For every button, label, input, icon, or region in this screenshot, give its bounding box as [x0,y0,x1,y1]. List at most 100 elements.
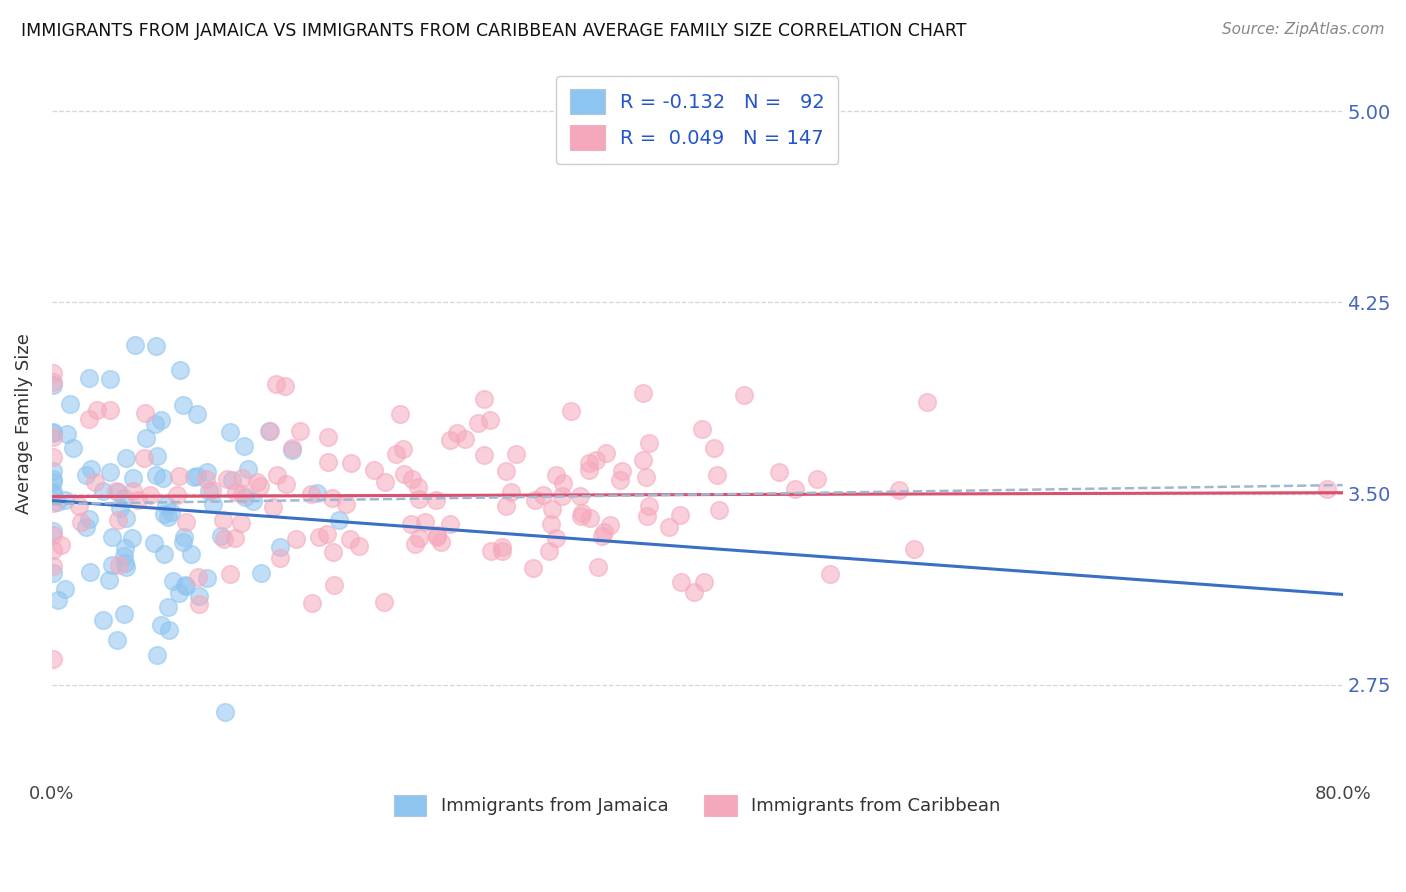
Point [105,483,128,498]
Point [115,560,138,574]
Point [439,433,461,447]
Point [219,566,242,581]
Point [316,455,339,469]
Point [540,517,562,532]
Point [426,530,449,544]
Point [53,493,76,508]
Point [259,425,281,439]
Point [197,465,219,479]
Point [86,402,108,417]
Point [682,584,704,599]
Point [281,441,304,455]
Point [180,547,202,561]
Point [149,413,172,427]
Point [284,533,307,547]
Point [467,416,489,430]
Point [658,520,681,534]
Point [578,463,600,477]
Point [591,529,613,543]
Point [195,472,218,486]
Point [374,475,396,489]
Point [887,483,910,497]
Point [152,471,174,485]
Point [541,502,564,516]
Point [42,652,65,666]
Point [585,453,607,467]
Point [495,499,517,513]
Point [322,545,344,559]
Point [186,408,208,422]
Point [479,543,502,558]
Point [195,571,218,585]
Point [112,491,135,506]
Point [818,566,841,581]
Point [42,425,65,440]
Point [169,363,191,377]
Point [388,407,411,421]
Point [231,486,253,500]
Point [269,551,291,566]
Point [142,536,165,550]
Point [316,430,339,444]
Point [153,508,176,522]
Point [215,472,238,486]
Point [112,549,135,563]
Point [167,469,190,483]
Point [544,531,567,545]
Point [472,448,495,462]
Point [569,508,592,523]
Point [425,493,447,508]
Point [143,417,166,431]
Point [187,598,209,612]
Point [42,543,65,558]
Point [174,579,197,593]
Point [173,530,195,544]
Point [202,498,225,512]
Point [288,424,311,438]
Point [46,593,69,607]
Point [114,451,136,466]
Point [373,595,395,609]
Point [138,488,160,502]
Point [599,518,621,533]
Point [155,498,177,512]
Point [472,392,495,406]
Point [172,398,194,412]
Point [127,492,149,507]
Point [316,527,339,541]
Point [274,477,297,491]
Point [157,509,180,524]
Point [363,463,385,477]
Point [59,397,82,411]
Point [172,534,194,549]
Point [42,524,65,538]
Point [100,530,122,544]
Point [524,492,547,507]
Point [609,473,631,487]
Point [339,532,361,546]
Point [551,490,574,504]
Point [349,539,371,553]
Point [219,425,242,440]
Point [262,500,284,515]
Point [634,470,657,484]
Point [149,618,172,632]
Point [114,541,136,555]
Point [186,469,208,483]
Point [264,376,287,391]
Point [75,468,97,483]
Point [250,566,273,581]
Point [384,448,406,462]
Point [706,467,728,482]
Point [446,425,468,440]
Point [783,483,806,497]
Point [135,432,157,446]
Point [692,422,714,436]
Point [394,467,416,482]
Point [42,377,65,392]
Point [162,574,184,589]
Point [401,472,423,486]
Point [544,467,567,482]
Point [301,596,323,610]
Point [51,538,73,552]
